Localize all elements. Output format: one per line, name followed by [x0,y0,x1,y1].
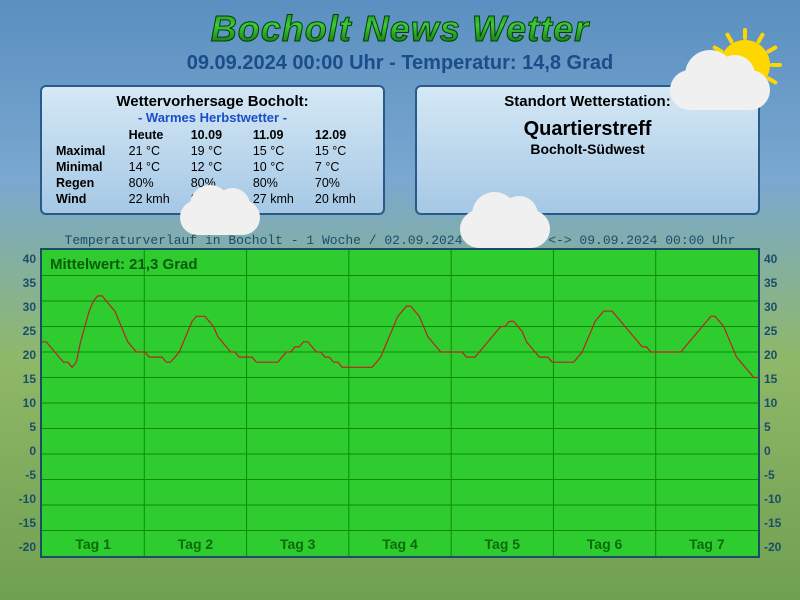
cloud-icon [180,200,260,235]
chart-day-label: Tag 2 [178,536,214,552]
temperature-chart: Mittelwert: 21,3 Grad Tag 1 Tag 2 Tag 3 Tag… [40,248,760,558]
forecast-heading: Wettervorhersage Bocholt: [52,93,373,110]
chart-day-label: Tag 5 [485,536,521,552]
chart-mean-label: Mittelwert: 21,3 Grad [50,256,198,273]
forecast-cell: 7 °C [311,159,373,175]
forecast-col: 12.09 [311,127,373,143]
cloud-icon [670,70,770,110]
chart-day-label: Tag 3 [280,536,316,552]
station-name: Quartierstreff [427,118,748,141]
cloud-icon [460,210,550,248]
chart-day-label: Tag 6 [587,536,623,552]
forecast-cell: 22 kmh [125,191,187,207]
forecast-rowlabel: Wind [52,191,125,207]
forecast-col: Heute [125,127,187,143]
forecast-cell: 12 °C [187,159,249,175]
forecast-subheading: - Warmes Herbstwetter - [52,110,373,125]
forecast-cell: 80% [125,175,187,191]
forecast-col: 10.09 [187,127,249,143]
chart-caption: Temperaturverlauf in Bocholt - 1 Woche /… [0,233,800,248]
forecast-cell: 20 kmh [311,191,373,207]
forecast-cell: 15 °C [311,143,373,159]
forecast-cell: 27 kmh [249,191,311,207]
y-axis-left: 4035302520151050-5-10-15-20 [6,248,40,558]
forecast-cell: 10 °C [249,159,311,175]
forecast-col: 11.09 [249,127,311,143]
station-location: Bocholt-Südwest [427,141,748,157]
chart-day-label: Tag 7 [689,536,725,552]
forecast-cell: 14 °C [125,159,187,175]
forecast-rowlabel: Maximal [52,143,125,159]
forecast-cell: 15 °C [249,143,311,159]
chart-day-label: Tag 4 [382,536,418,552]
forecast-cell: 21 °C [125,143,187,159]
chart-day-label: Tag 1 [75,536,111,552]
page-title: Bocholt News Wetter [0,0,800,50]
forecast-cell: 70% [311,175,373,191]
forecast-rowlabel: Regen [52,175,125,191]
forecast-cell: 80% [249,175,311,191]
forecast-rowlabel: Minimal [52,159,125,175]
forecast-cell: 19 °C [187,143,249,159]
y-axis-right: 4035302520151050-5-10-15-20 [760,248,794,558]
